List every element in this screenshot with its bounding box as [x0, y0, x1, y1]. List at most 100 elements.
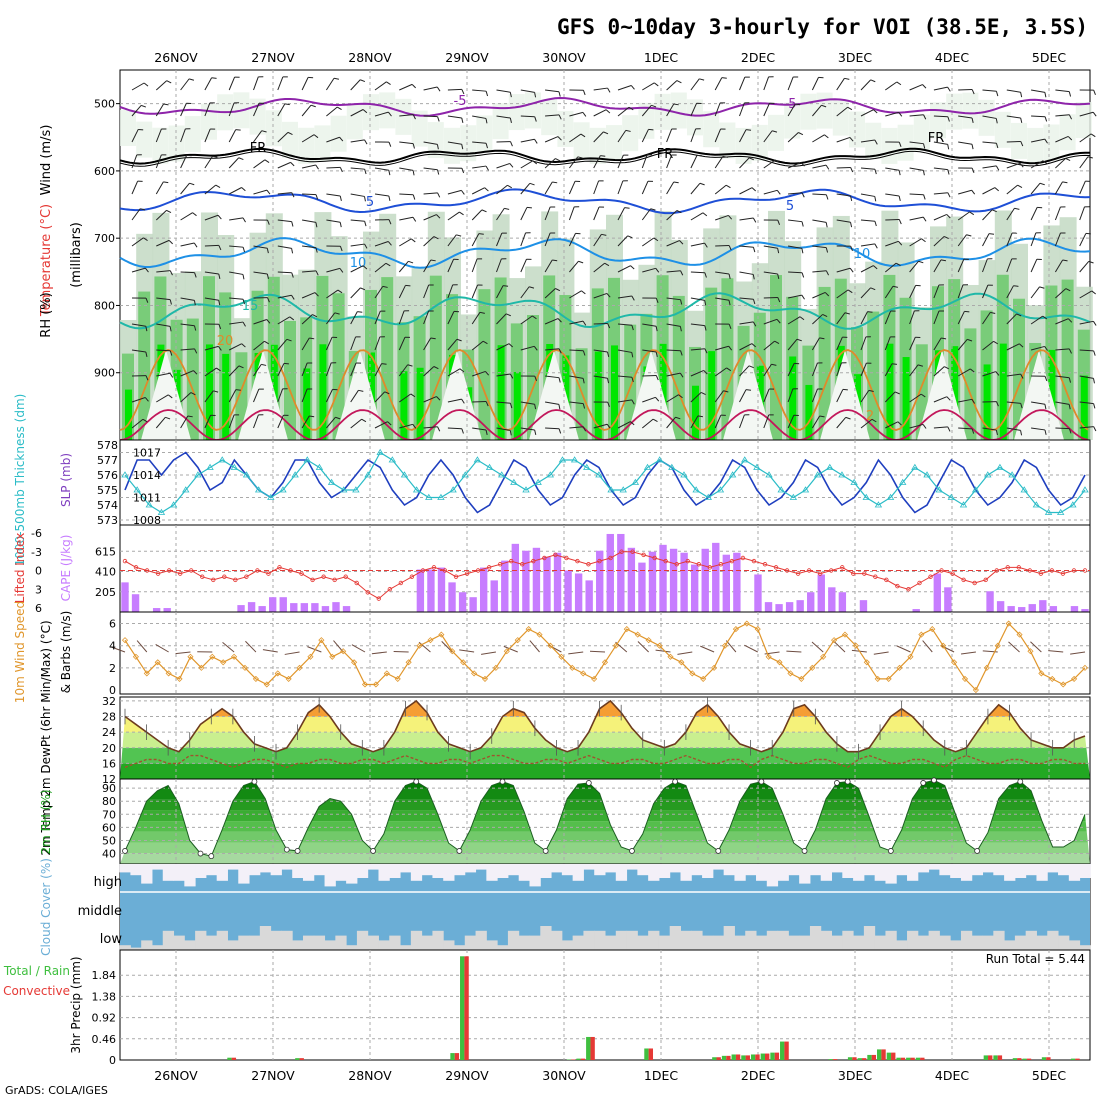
wind10m-point: [994, 642, 1001, 649]
wind-barb: [836, 78, 845, 91]
lifted-point: [144, 568, 150, 573]
wind-barb: [496, 313, 507, 325]
cape-bar: [690, 564, 699, 612]
wind-barb: [242, 321, 246, 327]
cloud-low-bar: [119, 945, 131, 950]
wind-barb: [1006, 373, 1021, 377]
wind-barb: [812, 245, 827, 249]
wind-barb: [824, 292, 830, 297]
wind-barb: [472, 165, 487, 169]
cape-tick: 615: [95, 545, 116, 558]
wind-barb: [520, 89, 535, 93]
wind-barb: [423, 259, 432, 273]
wind-barb: [216, 367, 221, 372]
wind-barb: [812, 164, 827, 169]
cape-bar: [859, 600, 868, 612]
wind-barb: [811, 415, 821, 429]
wind-barb: [423, 284, 430, 299]
wind-barb: [1014, 207, 1020, 210]
wind10m-barb: [960, 651, 976, 655]
wind-barb: [1055, 401, 1070, 405]
cape-bar: [448, 582, 456, 612]
freezing-level: [119, 147, 1091, 165]
wind-barb: [350, 418, 362, 429]
cloud-high-gap: [486, 864, 498, 881]
precip-total-bar: [847, 1057, 853, 1060]
cape-bar: [300, 603, 309, 612]
wind-barb: [533, 345, 538, 351]
wind-barb: [1016, 313, 1022, 317]
wind-barb: [884, 310, 892, 325]
precip-total-bar: [1022, 1058, 1027, 1060]
cloud-low-bar: [1068, 940, 1081, 950]
wind-barb: [617, 85, 632, 91]
rh-band: [659, 343, 667, 440]
lifted-point: [740, 555, 746, 561]
cape-bar: [838, 592, 847, 612]
wind-barb: [666, 270, 681, 273]
rh-band: [589, 127, 606, 164]
wind-barb: [714, 128, 721, 143]
wind-barb: [812, 193, 827, 196]
wind-barb: [529, 286, 535, 289]
wind-barb: [642, 349, 657, 353]
wind-barb: [520, 258, 527, 273]
precip-total-bar: [770, 1052, 775, 1060]
wind-barb: [777, 273, 780, 279]
wind-barb: [884, 262, 897, 273]
precip-total-bar: [915, 1057, 921, 1060]
wind-barb: [812, 314, 823, 325]
precip-convective-bar: [920, 1057, 925, 1060]
wind-barb: [1031, 427, 1046, 431]
date-label: 30NOV: [542, 1068, 586, 1083]
wind-barb: [253, 245, 268, 249]
wind-barb: [971, 117, 974, 123]
lifted-point: [1038, 571, 1044, 576]
rh-tick: 80: [102, 795, 116, 808]
wind10m-point: [700, 675, 707, 682]
cape-bar: [258, 606, 266, 612]
label-rh2m: 2m RH (%): [39, 789, 53, 854]
precip-convective-bar: [832, 1059, 838, 1060]
wind-barb: [1055, 158, 1066, 169]
thickness-point: [619, 486, 627, 493]
wind-barb: [752, 274, 755, 280]
precip-total-bar: [1070, 1058, 1076, 1060]
wind-barb: [1030, 138, 1045, 143]
wind-barb: [145, 267, 149, 273]
wind-barb: [1044, 429, 1047, 435]
wind-barb: [277, 388, 284, 403]
cloud-high-gap: [648, 864, 660, 881]
wind-barb: [228, 343, 242, 351]
lifted-point: [520, 562, 525, 567]
wind-barb: [363, 196, 366, 202]
wind-barb: [326, 136, 340, 143]
cloud-high-gap: [896, 864, 908, 876]
wind-barb: [204, 128, 211, 143]
rh-tick: 90: [102, 782, 116, 795]
wind-barb: [242, 299, 245, 305]
wind-barb: [982, 187, 996, 195]
lifted-point: [133, 565, 139, 570]
bottom-date-axis: 26NOV 27NOV 28NOV 29NOV 30NOV 1DEC 2DEC 3DEC 4DE…: [154, 1068, 1066, 1083]
wind-barb: [923, 114, 927, 120]
date-label: 28NOV: [348, 1068, 392, 1083]
thickness-point: [996, 463, 1004, 470]
wind-barb: [642, 396, 656, 403]
wind-barb: [1044, 376, 1048, 382]
wind-barb: [958, 141, 973, 145]
wind-barb: [301, 415, 310, 429]
wind-barb: [763, 130, 773, 143]
wind-barb: [1006, 115, 1021, 119]
wind10m-barb: [677, 651, 693, 655]
wind-barb: [387, 421, 392, 426]
wind-barb: [1079, 290, 1093, 299]
temp-tick: 12: [102, 773, 116, 786]
wind-tick: 0: [109, 684, 116, 697]
wind-barb: [941, 337, 947, 340]
wind10m-barb: [1048, 650, 1064, 653]
wind-barb: [958, 398, 973, 403]
wind10m-point: [929, 626, 936, 633]
wind-barb: [617, 130, 627, 143]
wind-barb: [874, 139, 878, 145]
